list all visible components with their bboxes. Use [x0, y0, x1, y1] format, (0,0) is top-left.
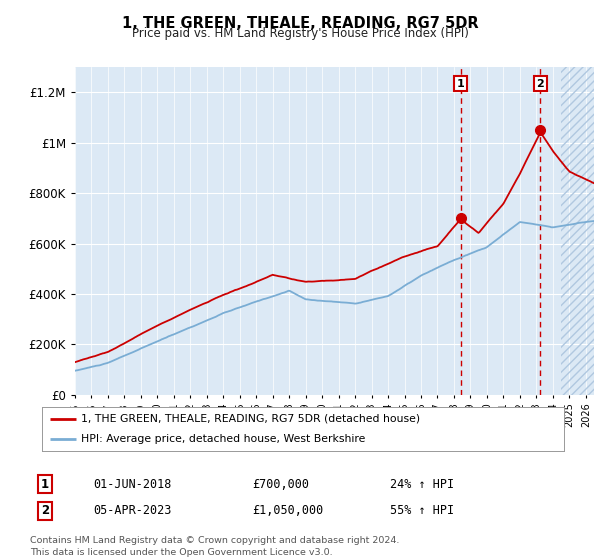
Text: 05-APR-2023: 05-APR-2023	[93, 504, 172, 517]
Text: 1: 1	[41, 478, 49, 491]
Text: 55% ↑ HPI: 55% ↑ HPI	[390, 504, 454, 517]
Text: 1: 1	[457, 78, 464, 88]
Text: 2: 2	[536, 78, 544, 88]
Bar	[561, 67, 594, 395]
Text: £700,000: £700,000	[252, 478, 309, 491]
Text: £1,050,000: £1,050,000	[252, 504, 323, 517]
Text: Contains HM Land Registry data © Crown copyright and database right 2024.
This d: Contains HM Land Registry data © Crown c…	[30, 536, 400, 557]
Text: Price paid vs. HM Land Registry's House Price Index (HPI): Price paid vs. HM Land Registry's House …	[131, 27, 469, 40]
Text: 2: 2	[41, 504, 49, 517]
Text: HPI: Average price, detached house, West Berkshire: HPI: Average price, detached house, West…	[81, 434, 365, 444]
Text: 24% ↑ HPI: 24% ↑ HPI	[390, 478, 454, 491]
Text: 01-JUN-2018: 01-JUN-2018	[93, 478, 172, 491]
Text: 1, THE GREEN, THEALE, READING, RG7 5DR: 1, THE GREEN, THEALE, READING, RG7 5DR	[122, 16, 478, 31]
Bar	[561, 67, 594, 395]
Text: 1, THE GREEN, THEALE, READING, RG7 5DR (detached house): 1, THE GREEN, THEALE, READING, RG7 5DR (…	[81, 414, 420, 424]
